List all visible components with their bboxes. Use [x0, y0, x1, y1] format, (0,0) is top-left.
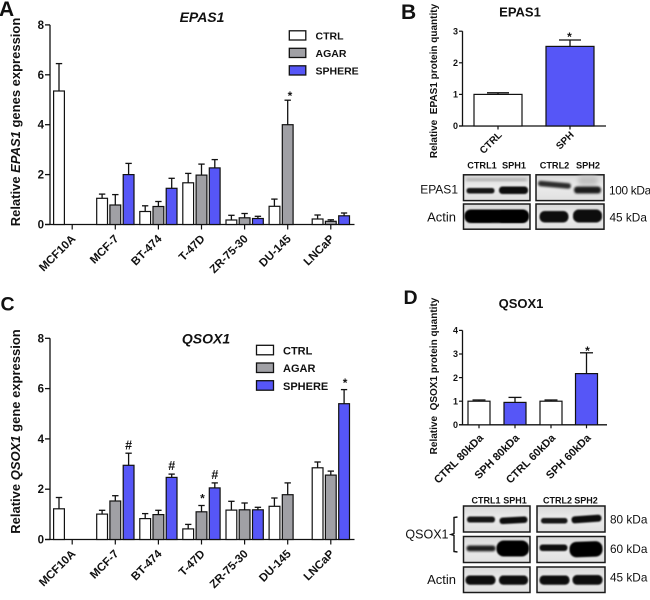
svg-text:6: 6: [38, 70, 44, 82]
svg-text:Relative QSOX1 gene expression: Relative QSOX1 gene expression: [8, 329, 23, 534]
svg-text:45 kDa: 45 kDa: [610, 211, 648, 225]
svg-text:#: #: [168, 459, 175, 473]
svg-text:SPHERE: SPHERE: [316, 66, 359, 78]
svg-text:SPH1: SPH1: [503, 496, 527, 506]
svg-text:4: 4: [453, 326, 458, 336]
svg-text:QSOX1: QSOX1: [182, 331, 230, 347]
svg-text:2: 2: [38, 484, 44, 496]
svg-text:B: B: [401, 1, 416, 24]
svg-text:EPAS1: EPAS1: [180, 9, 225, 25]
svg-text:0: 0: [38, 535, 44, 547]
svg-text:*: *: [567, 30, 572, 44]
svg-text:45 kDa: 45 kDa: [610, 571, 648, 585]
svg-text:100 kDa: 100 kDa: [609, 184, 650, 198]
svg-text:#: #: [211, 468, 218, 482]
svg-text:SPH2: SPH2: [574, 496, 598, 506]
svg-text:EPAS1: EPAS1: [420, 183, 458, 197]
svg-text:2: 2: [38, 170, 44, 182]
svg-text:0: 0: [38, 220, 44, 232]
svg-text:*: *: [288, 89, 293, 103]
svg-text:3: 3: [453, 26, 458, 36]
svg-text:80 kDa: 80 kDa: [610, 513, 648, 527]
svg-text:8: 8: [38, 333, 45, 345]
svg-text:Relative QSOX1 protein quanti: Relative QSOX1 protein quantity: [429, 297, 440, 454]
svg-text:1: 1: [453, 90, 458, 100]
svg-text:D: D: [404, 287, 418, 309]
svg-text:3: 3: [453, 349, 458, 359]
svg-text:CTRL2: CTRL2: [543, 496, 572, 506]
svg-text:SPH1: SPH1: [502, 161, 526, 171]
svg-text:Actin: Actin: [427, 572, 456, 587]
svg-text:C: C: [1, 294, 15, 316]
svg-text:A: A: [0, 0, 14, 21]
svg-text:CTRL: CTRL: [316, 31, 345, 43]
svg-text:EPAS1: EPAS1: [499, 5, 541, 20]
svg-text:QSOX1: QSOX1: [499, 296, 544, 311]
svg-text:CTRL1: CTRL1: [472, 496, 501, 506]
svg-text:0: 0: [453, 420, 458, 430]
svg-text:Relative EPAS1 protein quanti: Relative EPAS1 protein quantity: [429, 3, 440, 158]
svg-text:60 kDa: 60 kDa: [610, 542, 648, 556]
svg-text:CTRL1: CTRL1: [467, 161, 497, 171]
svg-text:6: 6: [38, 384, 44, 396]
svg-text:CTRL: CTRL: [283, 346, 313, 358]
svg-text:#: #: [125, 438, 132, 452]
svg-text:1: 1: [453, 396, 458, 406]
svg-text:Relative EPAS1 genes expressio: Relative EPAS1 genes expression: [8, 18, 23, 227]
svg-text:2: 2: [453, 58, 458, 68]
svg-text:8: 8: [38, 20, 45, 32]
svg-text:2: 2: [453, 373, 458, 383]
svg-text:*: *: [200, 491, 205, 505]
svg-text:*: *: [343, 376, 348, 390]
svg-text:0: 0: [453, 121, 458, 131]
svg-text:Actin: Actin: [427, 210, 456, 225]
svg-text:4: 4: [38, 434, 45, 446]
svg-text:CTRL2: CTRL2: [540, 161, 570, 171]
svg-text:AGAR: AGAR: [316, 48, 347, 60]
svg-text:SPH2: SPH2: [576, 161, 600, 171]
svg-text:SPHERE: SPHERE: [283, 381, 328, 393]
svg-text:QSOX1: QSOX1: [405, 528, 448, 542]
svg-text:4: 4: [38, 120, 45, 132]
svg-text:AGAR: AGAR: [283, 363, 315, 375]
svg-text:*: *: [585, 344, 590, 358]
